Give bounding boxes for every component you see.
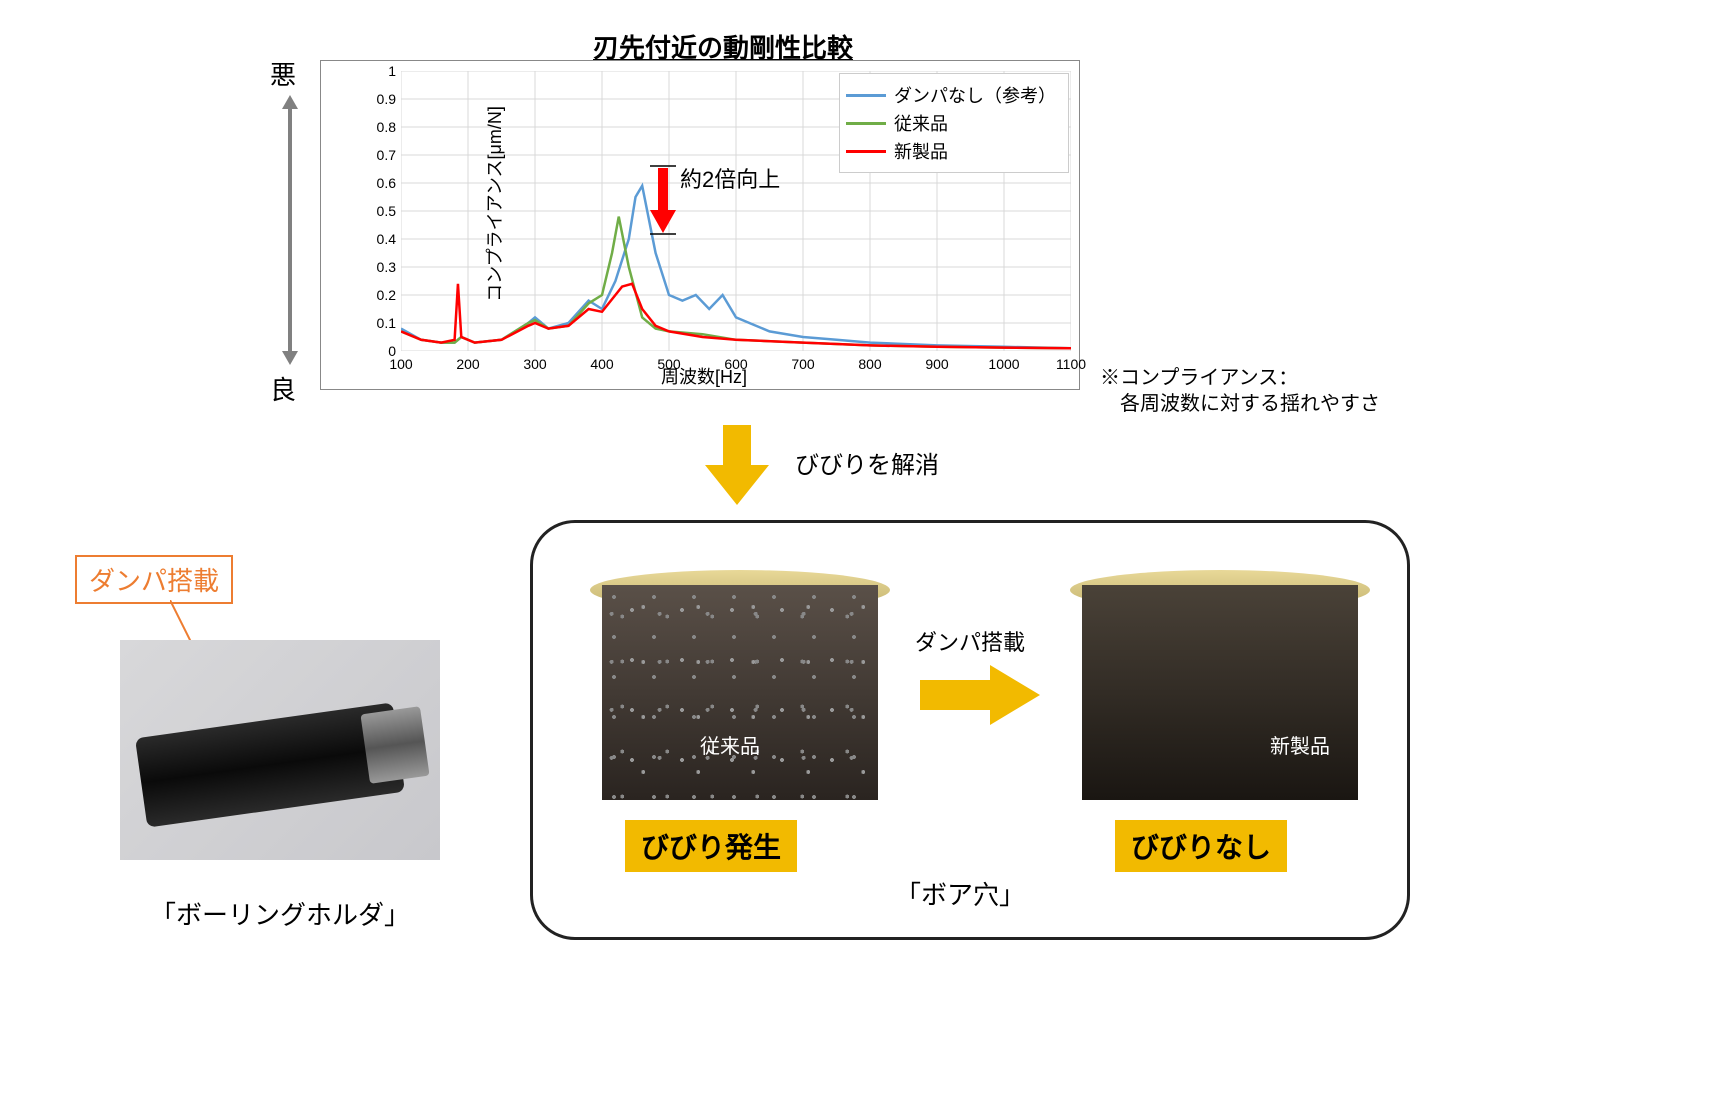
improvement-annotation: 約2倍向上: [680, 162, 780, 194]
footnote-line1: ※コンプライアンス：: [1100, 365, 1380, 391]
axis-bad-label: 悪: [270, 55, 296, 92]
result-arrow-label: びびりを解消: [795, 445, 939, 480]
bore-before-caption: びびり発生: [625, 820, 797, 872]
y-axis-label: コンプライアンス[μm/N]: [481, 106, 507, 302]
boring-holder-photo: [120, 640, 440, 860]
bore-after-inner-label: 新製品: [1270, 730, 1330, 759]
boring-holder-caption: 「ボーリングホルダ」: [150, 895, 410, 932]
footnote-line2: 各周波数に対する揺れやすさ: [1100, 391, 1380, 417]
bore-title: 「ボア穴」: [895, 875, 1025, 912]
bore-transition-arrow-icon: [920, 660, 1040, 730]
bore-after-caption: びびりなし: [1115, 820, 1287, 872]
compliance-chart: コンプライアンス[μm/N] 00.10.20.30.40.50.60.70.8…: [320, 60, 1080, 390]
compliance-footnote: ※コンプライアンス： 各周波数に対する揺れやすさ: [1100, 365, 1380, 417]
bore-after-photo: 新製品: [1070, 570, 1370, 800]
damper-callout-label: ダンパ搭載: [75, 555, 233, 604]
bore-before-photo: 従来品: [590, 570, 890, 800]
axis-good-label: 良: [270, 370, 296, 407]
improvement-arrow-icon: [650, 165, 676, 235]
bore-before-inner-label: 従来品: [700, 730, 760, 759]
x-axis-label: 周波数[Hz]: [661, 363, 747, 389]
result-arrow-icon: [705, 425, 769, 505]
chart-legend: ダンパなし（参考）従来品新製品: [839, 73, 1069, 173]
bad-good-axis-arrow: [280, 95, 300, 365]
bore-transition-label: ダンパ搭載: [915, 625, 1025, 657]
